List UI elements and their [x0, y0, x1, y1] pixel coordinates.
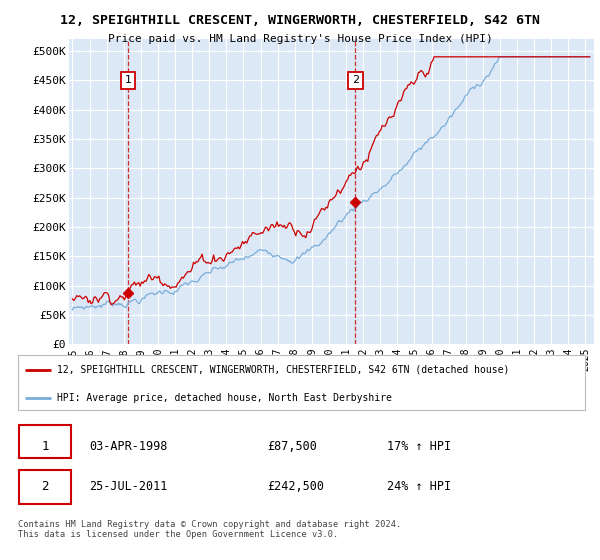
FancyBboxPatch shape — [19, 470, 71, 504]
Text: 12, SPEIGHTHILL CRESCENT, WINGERWORTH, CHESTERFIELD, S42 6TN (detached house): 12, SPEIGHTHILL CRESCENT, WINGERWORTH, C… — [56, 365, 509, 375]
Text: 1: 1 — [41, 440, 49, 453]
Text: 1: 1 — [124, 76, 131, 86]
Text: Price paid vs. HM Land Registry's House Price Index (HPI): Price paid vs. HM Land Registry's House … — [107, 34, 493, 44]
Text: HPI: Average price, detached house, North East Derbyshire: HPI: Average price, detached house, Nort… — [56, 393, 391, 403]
Text: 24% ↑ HPI: 24% ↑ HPI — [386, 480, 451, 493]
Text: 25-JUL-2011: 25-JUL-2011 — [89, 480, 167, 493]
Text: 2: 2 — [352, 76, 359, 86]
Text: £87,500: £87,500 — [268, 440, 317, 453]
Text: 2: 2 — [41, 480, 49, 493]
Text: 12, SPEIGHTHILL CRESCENT, WINGERWORTH, CHESTERFIELD, S42 6TN: 12, SPEIGHTHILL CRESCENT, WINGERWORTH, C… — [60, 14, 540, 27]
Text: £242,500: £242,500 — [268, 480, 325, 493]
FancyBboxPatch shape — [19, 424, 71, 459]
Text: 03-APR-1998: 03-APR-1998 — [89, 440, 167, 453]
Text: Contains HM Land Registry data © Crown copyright and database right 2024.
This d: Contains HM Land Registry data © Crown c… — [18, 520, 401, 539]
Text: 17% ↑ HPI: 17% ↑ HPI — [386, 440, 451, 453]
